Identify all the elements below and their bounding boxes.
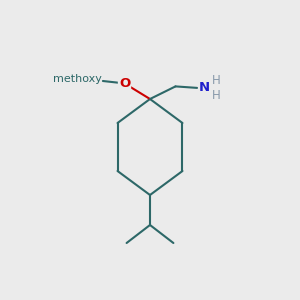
Text: N: N [199,81,210,94]
Text: O: O [119,77,130,90]
Text: methoxy: methoxy [52,74,101,84]
Text: H: H [212,74,221,87]
Text: H: H [212,89,221,102]
